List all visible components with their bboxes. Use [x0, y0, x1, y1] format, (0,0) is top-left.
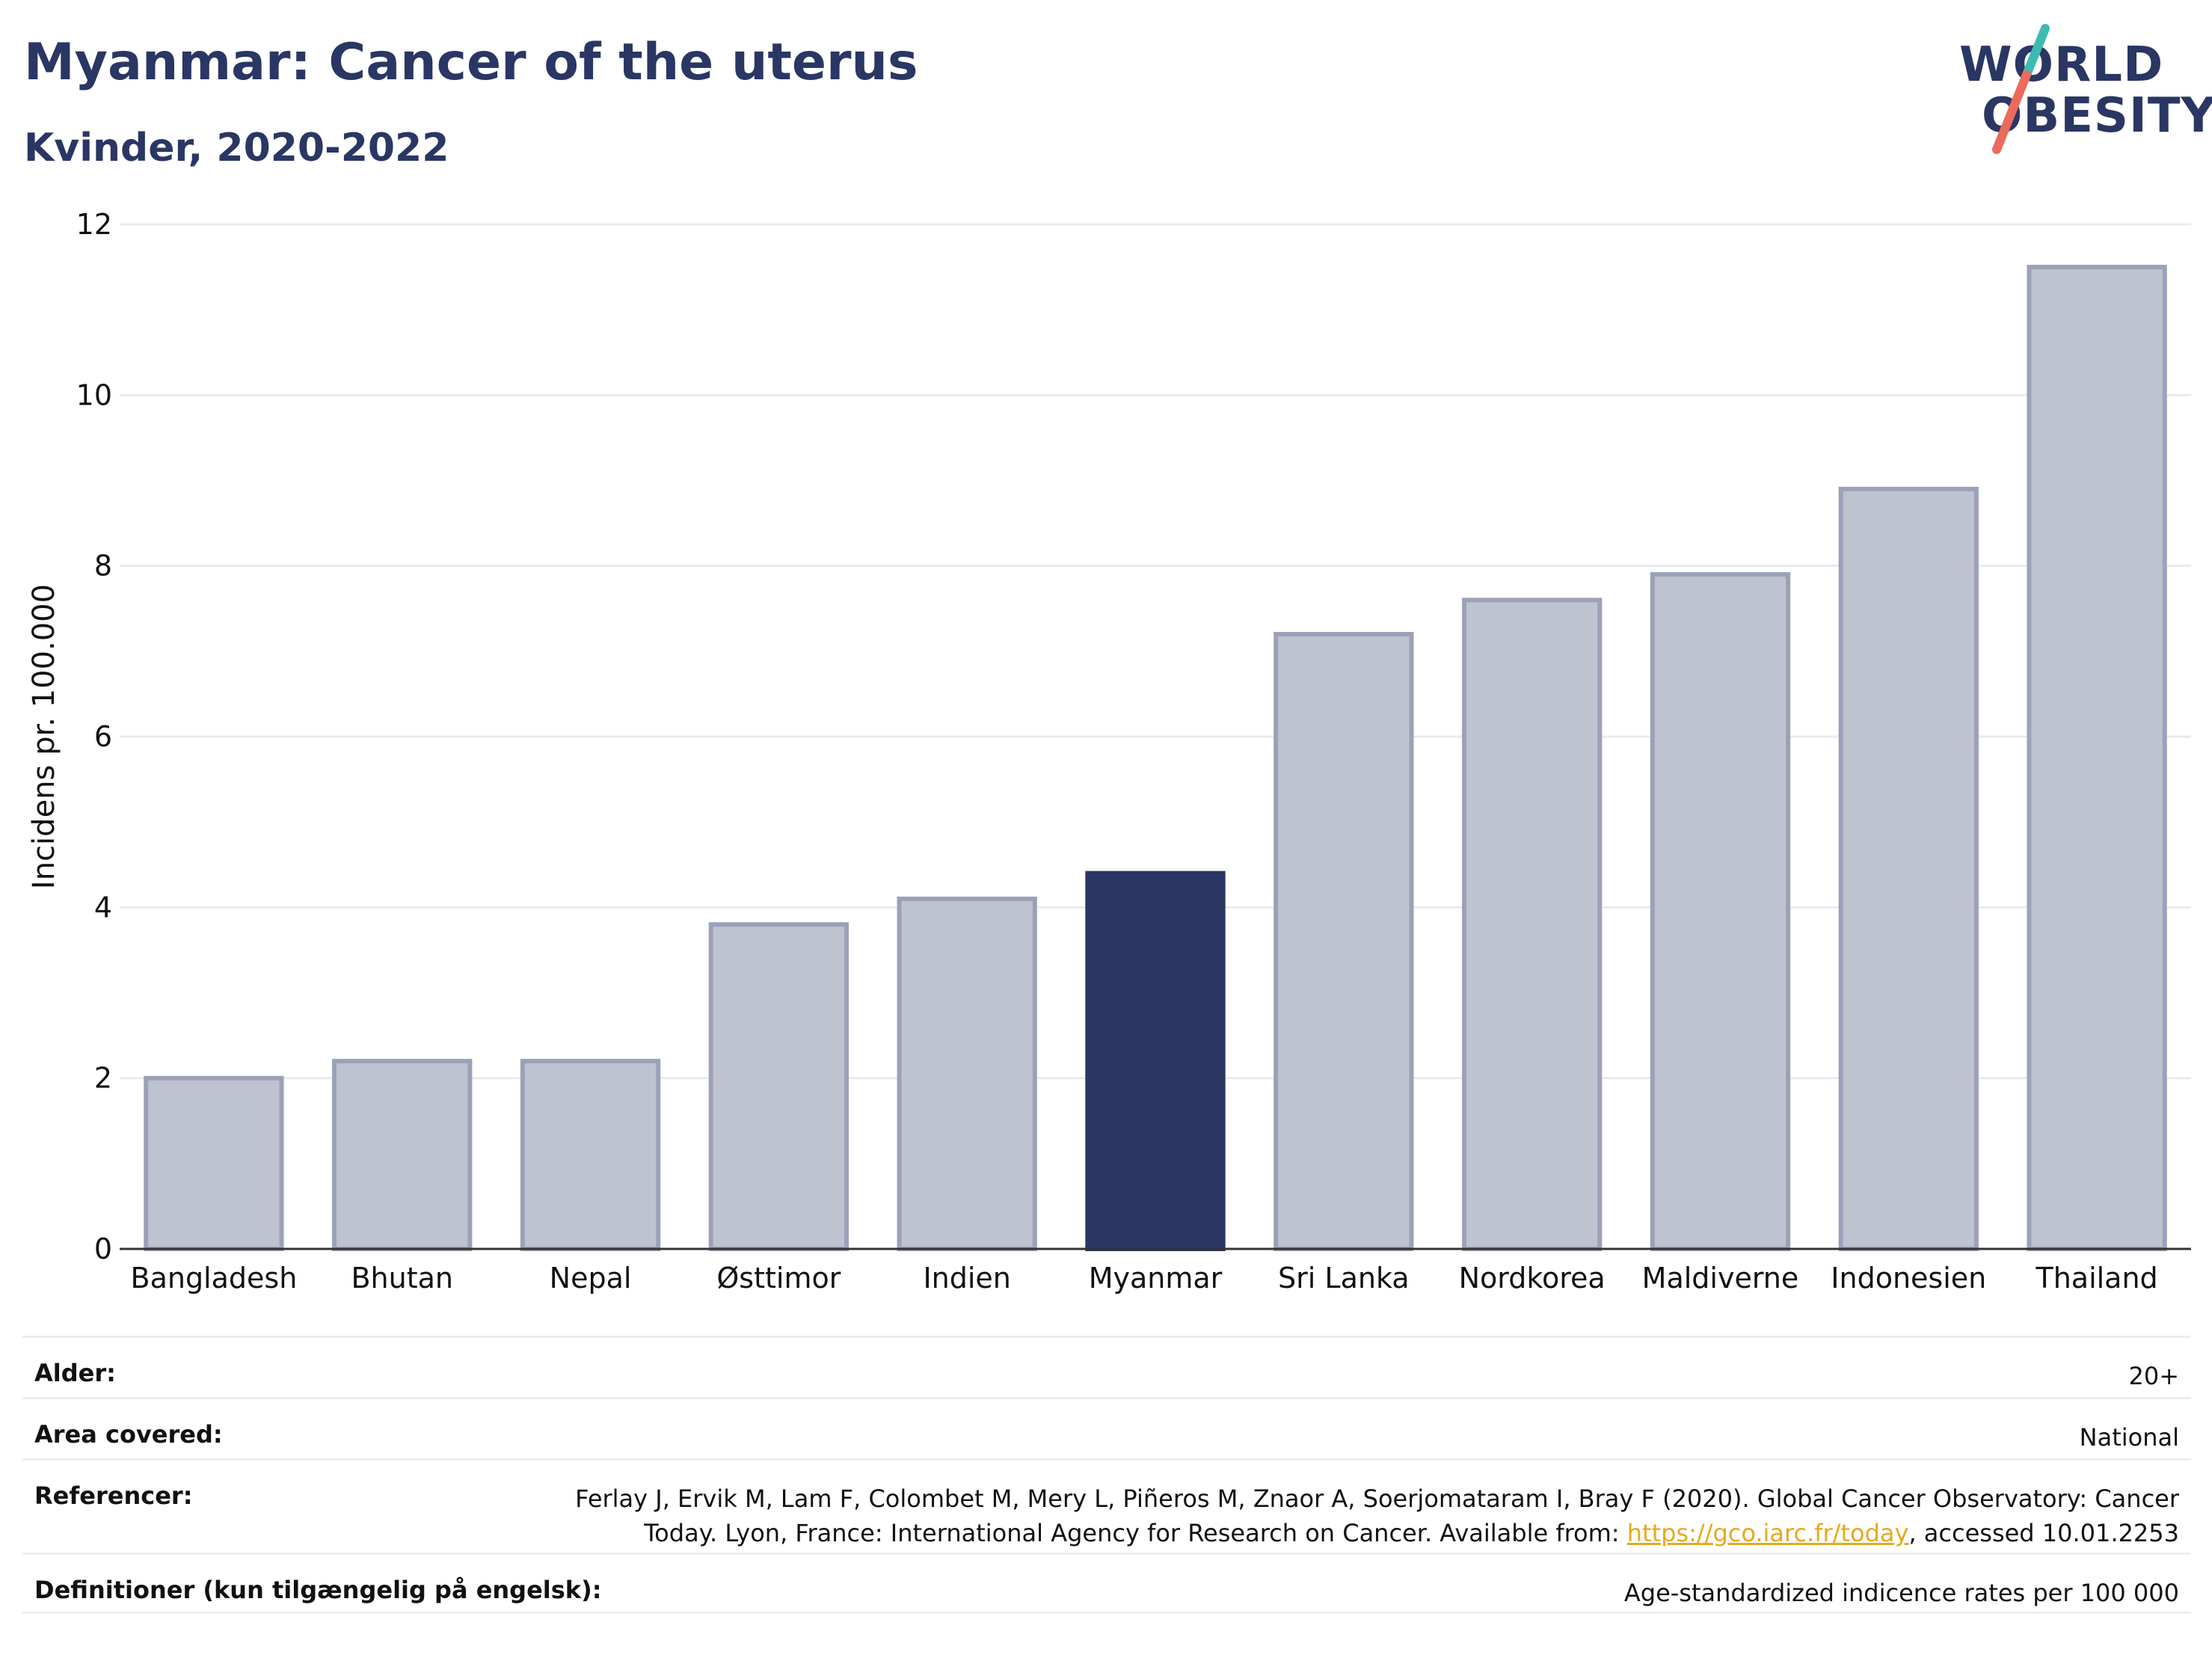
age-value: 20+: [2128, 1362, 2179, 1390]
x-tick-label: Sri Lanka: [1278, 1262, 1410, 1295]
x-tick-labels: Bangladesh Bhutan Nepal Østtimor Indien Myanm…: [131, 1262, 2158, 1295]
y-tick-label: 8: [94, 550, 112, 583]
y-tick-label: 10: [76, 378, 112, 411]
x-tick-label: Thailand: [2035, 1262, 2157, 1295]
bar-indien: [897, 896, 1037, 1252]
meta-row-definitions: Definitioner (kun tilgængelig på engelsk…: [22, 1553, 2191, 1614]
bar-sri-lanka: [1274, 632, 1414, 1251]
x-tick-label: Maldiverne: [1642, 1262, 1799, 1295]
logo-slash-icon: [1992, 24, 2050, 154]
y-tick-label: 12: [76, 208, 112, 241]
area-label: Area covered:: [34, 1420, 223, 1449]
bar-østtimor: [708, 922, 850, 1252]
metadata-table: Alder: 20+ Area covered: National Refere…: [22, 1336, 2191, 1614]
x-tick-label: Nepal: [550, 1262, 632, 1295]
bar-thailand: [2027, 265, 2167, 1251]
y-tick-label: 2: [94, 1062, 112, 1095]
x-tick-label: Myanmar: [1089, 1262, 1223, 1295]
bar-maldiverne: [1650, 572, 1791, 1252]
references-text-2: , accessed 10.01.2253: [1908, 1519, 2179, 1547]
y-tick-label: 6: [94, 720, 112, 753]
page-title: Myanmar: Cancer of the uterus: [24, 33, 918, 92]
bar-chart: Bangladesh Bhutan Nepal Østtimor Indien Myanm…: [27, 208, 2191, 1295]
definitions-label: Definitioner (kun tilgængelig på engelsk…: [34, 1576, 602, 1604]
age-label: Alder:: [34, 1359, 116, 1387]
y-axis-label: Incidens pr. 100.000: [27, 584, 61, 889]
meta-row-references: Referencer: Ferlay J, Ervik M, Lam F, Co…: [22, 1458, 2191, 1553]
x-tick-label: Bhutan: [351, 1262, 453, 1295]
x-tick-label: Østtimor: [716, 1262, 841, 1295]
meta-row-age: Alder: 20+: [22, 1336, 2191, 1397]
x-tick-label: Indonesien: [1831, 1262, 1986, 1295]
page-subtitle: Kvinder, 2020-2022: [24, 126, 449, 171]
bar-bangladesh: [144, 1075, 284, 1251]
world-obesity-logo: WORLD OBESITY: [1944, 22, 2212, 165]
x-tick-label: Bangladesh: [131, 1262, 298, 1295]
bars: [144, 265, 2167, 1252]
references-text-1: Ferlay J, Ervik M, Lam F, Colombet M, Me…: [575, 1484, 2179, 1547]
x-tick-label: Nordkorea: [1459, 1262, 1606, 1295]
definitions-value: Age-standardized indicence rates per 100…: [1623, 1579, 2179, 1607]
bar-nordkorea: [1461, 598, 1603, 1251]
meta-row-area: Area covered: National: [22, 1397, 2191, 1458]
bar-bhutan: [332, 1058, 473, 1252]
bar-nepal: [520, 1058, 661, 1252]
references-label: Referencer:: [34, 1481, 193, 1510]
y-tick-labels: 0 2 4 6 8 10 12: [76, 208, 112, 1265]
bar-myanmar: [1085, 871, 1226, 1252]
bar-indonesien: [1838, 486, 1979, 1251]
x-tick-label: Indien: [923, 1262, 1010, 1295]
area-value: National: [2079, 1423, 2179, 1452]
y-tick-label: 0: [94, 1232, 112, 1265]
logo-word-world: WORLD: [1959, 37, 2164, 93]
references-value: Ferlay J, Ervik M, Lam F, Colombet M, Me…: [571, 1481, 2179, 1550]
references-link[interactable]: https://gco.iarc.fr/today: [1626, 1519, 1909, 1547]
y-tick-label: 4: [94, 891, 112, 924]
